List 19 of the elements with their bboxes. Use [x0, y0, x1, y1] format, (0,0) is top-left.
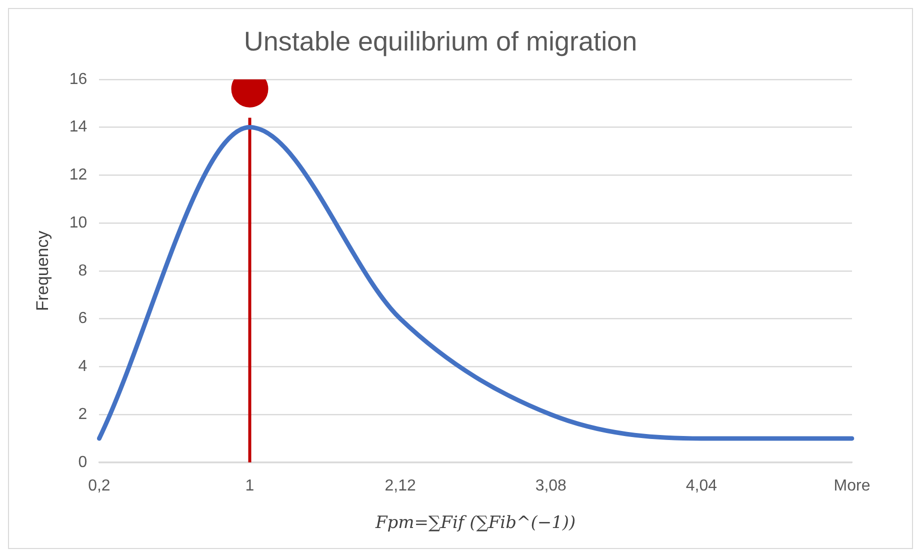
y-axis-title: Frequency	[32, 230, 52, 312]
x-axis-title: Fpm=∑Fif (∑Fib^(−1))	[374, 513, 576, 534]
y-tick-label: 6	[78, 310, 88, 328]
y-tick-label: 14	[69, 118, 88, 136]
x-tick-label: 2,12	[384, 477, 416, 494]
y-tick-label: 2	[78, 406, 88, 423]
y-tick-label: 12	[69, 166, 88, 184]
x-tick-label: More	[834, 477, 870, 494]
y-tick-label: 4	[78, 358, 88, 376]
x-tick-label: 1	[245, 477, 254, 494]
line-series	[96, 125, 854, 441]
y-tick-label: 0	[78, 454, 88, 471]
x-tick-label: 3,08	[535, 477, 567, 494]
x-tick-label: 0,2	[88, 477, 110, 494]
y-tick-label: 16	[69, 70, 88, 88]
y-tick-label: 10	[69, 214, 88, 232]
x-tick-label: 4,04	[686, 477, 718, 494]
y-tick-label: 8	[78, 262, 88, 280]
chart-title: Unstable equilibrium of migration	[244, 26, 638, 57]
